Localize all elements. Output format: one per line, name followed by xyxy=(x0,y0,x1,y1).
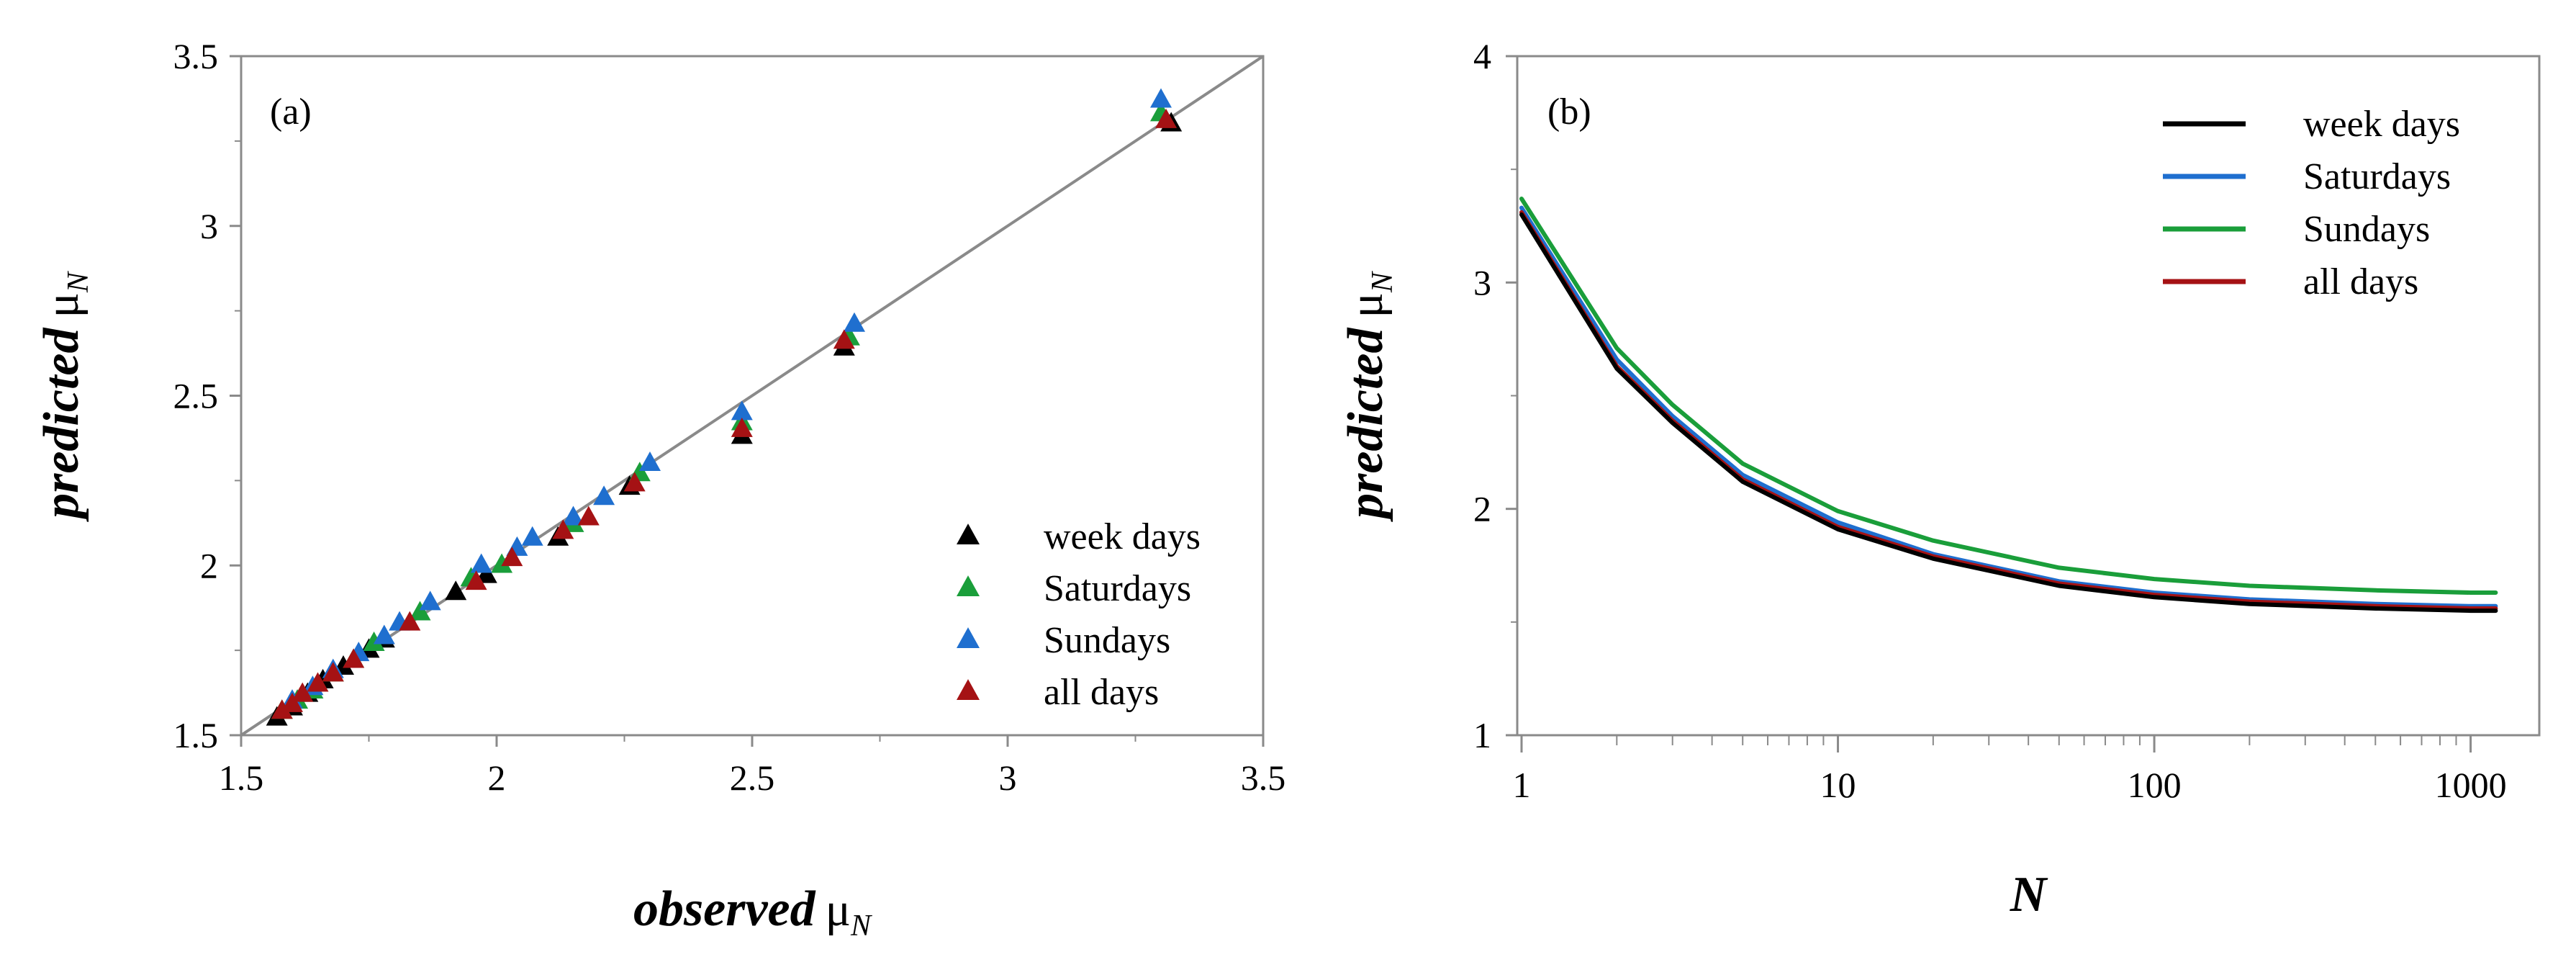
panel-b-lines xyxy=(1519,197,2498,614)
panel-a-point xyxy=(844,312,865,332)
panel-b-legend: week days Saturdays Sundays all days xyxy=(2163,104,2460,302)
panel-a-point xyxy=(577,506,600,526)
panel-b-series-line xyxy=(1519,205,2498,608)
panel-b-x-axis-title: N xyxy=(2010,867,2048,922)
panel-b-legend-label: Sundays xyxy=(2303,209,2430,250)
panel-a-legend: week days Saturdays Sundays all days xyxy=(957,516,1201,713)
panel-b-legend-label: all days xyxy=(2303,261,2418,302)
panel-b-y-tick-label: 3 xyxy=(1473,262,1491,302)
panel-a-point xyxy=(552,519,574,539)
panel-b-x-tick-label: 1 xyxy=(1513,765,1531,805)
panel-a-legend-label: Sundays xyxy=(1044,620,1170,661)
panel-a-point xyxy=(501,547,523,567)
panel-a-point xyxy=(271,699,293,719)
panel-b-x-tick-label: 10 xyxy=(1820,765,1856,805)
panel-a-point xyxy=(322,662,344,682)
panel-a-x-tick-label: 3.5 xyxy=(1241,758,1286,798)
panel-a-point xyxy=(731,417,753,437)
panel-a-legend-label: all days xyxy=(1044,672,1159,713)
panel-b-y-tick-label: 2 xyxy=(1473,489,1491,529)
panel-a-x-axis-title: observed μN xyxy=(633,881,872,943)
panel-a-label: (a) xyxy=(270,91,312,132)
panel-a-point xyxy=(731,400,753,421)
panel-b-x-tick-label: 100 xyxy=(2128,765,2182,805)
panel-b-x-tick-label: 1000 xyxy=(2435,765,2507,805)
panel-a-point xyxy=(593,485,615,506)
panel-a-point xyxy=(292,682,314,702)
panel-b-y-tick-label: 1 xyxy=(1473,715,1491,755)
panel-a-y-axis-title: predictedμN xyxy=(34,271,95,522)
panel-a-point xyxy=(343,648,365,668)
panel-b-y-axis-title: predictedμN xyxy=(1338,271,1399,522)
panel-a-point xyxy=(562,506,584,526)
panel-a-ticks: 1.5 2 2.5 3 3.5 1.5 2 2.5 3 3.5 xyxy=(173,36,1286,798)
panel-a-point xyxy=(399,611,421,631)
panel-a-point xyxy=(281,692,303,712)
panel-a-points xyxy=(266,88,1183,726)
panel-a-point xyxy=(470,553,492,573)
panel-a-point xyxy=(307,672,329,692)
panel-a-point xyxy=(491,553,513,573)
panel-a-legend-marker xyxy=(957,524,980,544)
panel-a-point xyxy=(833,329,855,349)
panel-b-series-line xyxy=(1519,197,2498,595)
panel-b-series-line xyxy=(1519,212,2498,614)
panel-a-x-tick-label: 3 xyxy=(999,758,1017,798)
panel-a-legend-label: Saturdays xyxy=(1044,568,1191,609)
panel-a-legend-label: week days xyxy=(1044,516,1201,557)
panel-a-legend-marker xyxy=(957,575,980,596)
panel-a-scatter-chart: 1.5 2 2.5 3 3.5 1.5 2 2.5 3 3.5 (a) week days Satu… xyxy=(34,36,1285,943)
panel-a-point xyxy=(521,526,543,546)
panel-a-point xyxy=(419,590,441,611)
panel-a-x-tick-label: 2.5 xyxy=(730,758,775,798)
panel-a-y-tick-label: 2 xyxy=(200,545,218,585)
panel-b-line-chart: 1 10 100 1000 1 2 3 4 (b) week days Saturdays Sun… xyxy=(1338,36,2541,922)
panel-a-y-tick-label: 3.5 xyxy=(173,36,219,76)
panel-a-point xyxy=(363,631,385,651)
panel-a-legend-marker xyxy=(957,679,980,700)
panel-b-label: (b) xyxy=(1547,91,1591,132)
panel-a-y-tick-label: 3 xyxy=(200,206,218,246)
panel-a-point xyxy=(409,601,431,621)
panel-a-point xyxy=(1150,88,1172,108)
panel-a-y-tick-label: 1.5 xyxy=(173,715,219,755)
panel-a-point xyxy=(623,472,646,492)
panel-a-point xyxy=(373,624,395,644)
panel-a-x-tick-label: 2 xyxy=(488,758,506,798)
panel-a-point xyxy=(445,580,467,601)
panel-a-legend-marker xyxy=(957,627,980,648)
panel-a-point xyxy=(465,570,487,590)
panel-a-y-tick-label: 2.5 xyxy=(173,376,219,416)
panel-a-point xyxy=(1155,108,1178,128)
panel-b-legend-label: Saturdays xyxy=(2303,156,2451,197)
panel-a-point xyxy=(475,563,497,583)
panel-b-legend-label: week days xyxy=(2303,104,2460,145)
panel-b-ticks: 1 10 100 1000 1 2 3 4 xyxy=(1473,36,2507,805)
panel-b-y-tick-label: 4 xyxy=(1473,36,1491,76)
panel-a-point xyxy=(639,451,661,472)
panel-a-x-tick-label: 1.5 xyxy=(219,758,264,798)
